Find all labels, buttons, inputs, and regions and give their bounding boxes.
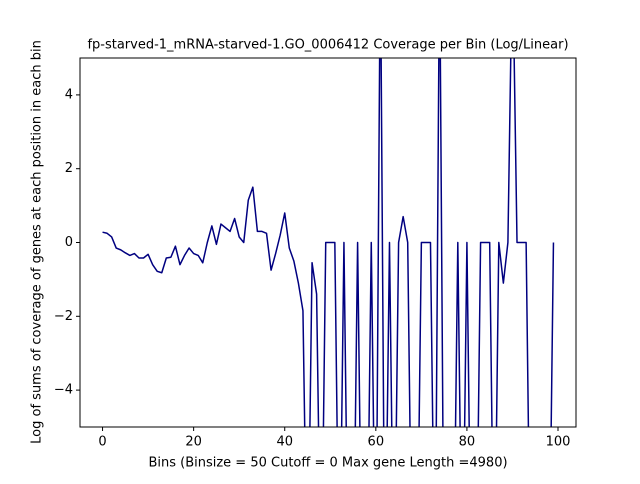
data-line (102, 58, 555, 427)
y-tick-label: 0 (65, 235, 73, 250)
y-tick-label: −4 (54, 383, 73, 398)
y-tick-label: 2 (65, 161, 73, 176)
y-tick-label: 4 (65, 87, 73, 102)
x-tick-label: 20 (185, 435, 202, 450)
y-axis-label: Log of sums of coverage of genes at each… (30, 40, 45, 444)
x-tick-label: 80 (459, 435, 476, 450)
x-tick-label: 100 (546, 435, 571, 450)
x-tick-label: 60 (368, 435, 385, 450)
x-tick-label: 0 (98, 435, 106, 450)
chart-title: fp-starved-1_mRNA-starved-1.GO_0006412 C… (87, 38, 568, 53)
x-axis-label: Bins (Binsize = 50 Cutoff = 0 Max gene L… (148, 456, 507, 471)
y-tick-label: −2 (54, 309, 73, 324)
plot-area (102, 58, 555, 427)
x-tick-label: 40 (276, 435, 293, 450)
